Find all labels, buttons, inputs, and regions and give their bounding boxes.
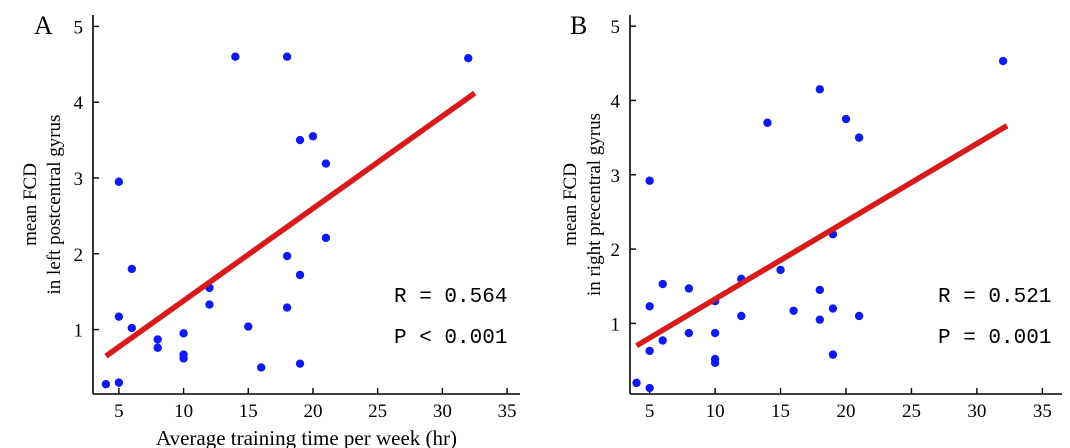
x-tick-label: 30 — [433, 401, 452, 422]
data-point — [101, 379, 111, 389]
x-tick-label: 5 — [645, 401, 655, 422]
data-point — [295, 135, 305, 145]
stat-r: R = 0.564 — [394, 286, 507, 309]
data-point — [658, 336, 667, 345]
x-tick-label: 30 — [967, 401, 986, 422]
y-axis-label-line2: in right precentral gyrus — [584, 113, 605, 296]
data-point — [789, 306, 798, 315]
y-tick-label: 2 — [611, 240, 621, 261]
data-point — [815, 85, 825, 94]
x-tick-label: 35 — [498, 401, 517, 422]
x-tick-label: 25 — [368, 401, 387, 422]
data-point — [632, 378, 641, 388]
data-point — [645, 176, 654, 185]
data-point — [645, 346, 654, 356]
data-point — [776, 265, 785, 275]
data-point — [854, 311, 864, 321]
data-point — [815, 285, 825, 295]
y-tick-label: 5 — [74, 17, 84, 38]
data-point — [231, 52, 240, 61]
data-point — [244, 322, 253, 331]
x-tick-label: 10 — [706, 401, 725, 422]
data-point — [295, 270, 305, 280]
data-point — [321, 233, 331, 243]
y-tick-label: 4 — [74, 93, 84, 114]
panel-letter: B — [570, 11, 587, 40]
data-point — [710, 328, 720, 338]
data-point — [828, 304, 838, 313]
data-point — [998, 56, 1008, 66]
y-axis-label-line1: mean FCD — [560, 163, 581, 246]
data-point — [710, 358, 720, 367]
y-axis-label-line1: mean FCD — [20, 163, 41, 246]
x-tick-label: 15 — [771, 401, 790, 422]
y-tick-label: 3 — [611, 166, 621, 187]
y-tick-label: 3 — [74, 169, 84, 190]
data-point — [684, 284, 694, 293]
data-point — [854, 133, 864, 142]
data-point — [282, 251, 292, 261]
x-tick-label: 20 — [303, 401, 322, 422]
data-point — [763, 118, 772, 127]
x-tick-label: 10 — [174, 401, 193, 422]
data-point — [684, 328, 694, 338]
x-tick-label: 15 — [239, 401, 258, 422]
data-point — [645, 302, 654, 311]
data-point — [464, 54, 473, 63]
data-point — [114, 378, 124, 387]
x-tick-label: 35 — [1033, 401, 1052, 422]
data-point — [114, 177, 124, 186]
y-axis-label: mean FCD in left postcentral gyrus — [20, 115, 65, 295]
stat-p: P < 0.001 — [394, 327, 507, 350]
regression-line — [635, 123, 1009, 349]
data-point — [645, 383, 654, 393]
data-point — [737, 311, 746, 321]
data-point — [127, 323, 137, 333]
data-point — [815, 315, 825, 324]
data-point — [295, 359, 305, 368]
regression-line — [104, 90, 477, 359]
y-tick-label: 5 — [611, 17, 621, 38]
x-tick-label: 5 — [114, 401, 124, 422]
x-tick-label: 25 — [902, 401, 921, 422]
data-point — [114, 312, 124, 321]
data-point — [308, 132, 318, 141]
y-tick-label: 2 — [74, 245, 84, 266]
data-point — [153, 335, 162, 344]
y-axis-label: mean FCD in right precentral gyrus — [560, 113, 605, 296]
data-point — [153, 343, 162, 352]
x-axis-label: Average training time per week (hr) — [156, 426, 457, 448]
data-point — [257, 363, 266, 372]
data-point — [658, 279, 667, 289]
stat-p: P = 0.001 — [938, 327, 1051, 350]
data-point — [282, 52, 292, 61]
panel-letter: A — [34, 11, 53, 40]
data-point — [179, 329, 188, 338]
y-tick-label: 1 — [611, 314, 621, 335]
data-point — [321, 159, 331, 168]
y-tick-label: 1 — [74, 321, 84, 342]
y-tick-label: 4 — [611, 91, 621, 112]
y-axis-label-line2: in left postcentral gyrus — [44, 115, 65, 295]
data-point — [282, 303, 292, 312]
data-point — [179, 354, 188, 363]
data-point — [127, 264, 137, 274]
data-point — [841, 114, 851, 124]
data-point — [205, 300, 214, 309]
data-point — [828, 350, 838, 359]
stat-r: R = 0.521 — [938, 286, 1051, 309]
x-tick-label: 20 — [837, 401, 856, 422]
